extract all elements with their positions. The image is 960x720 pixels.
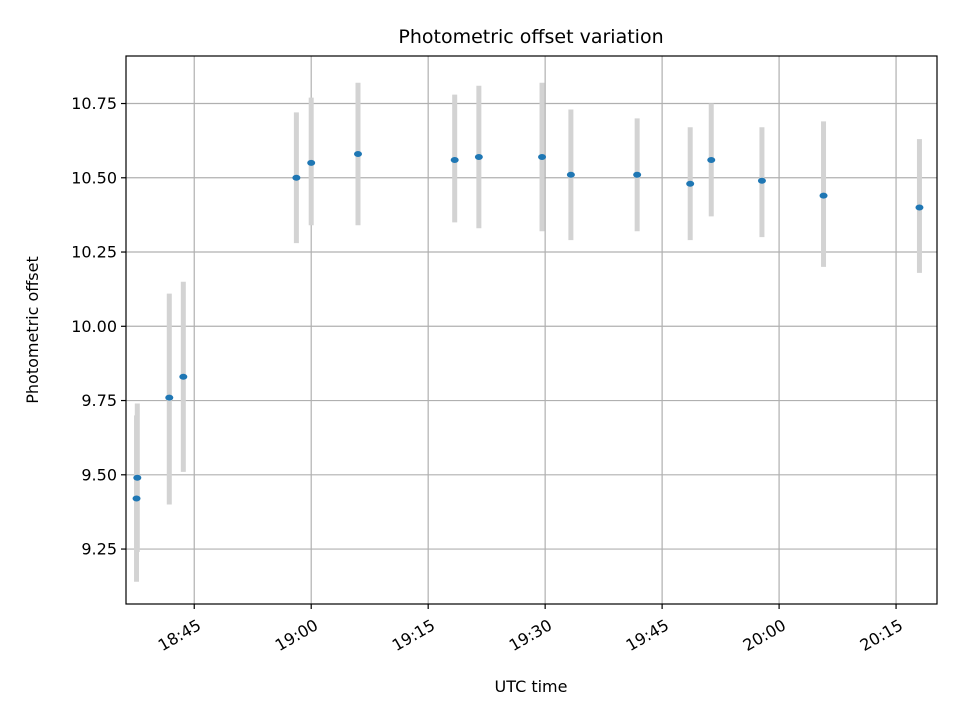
y-tick-label: 9.75	[81, 391, 117, 410]
data-points	[132, 151, 924, 502]
y-tick-label: 9.50	[81, 465, 117, 484]
data-point	[633, 171, 642, 178]
plot-frame	[125, 55, 938, 605]
y-tick-label: 10.75	[71, 94, 117, 113]
data-point	[819, 192, 828, 199]
data-point	[474, 153, 483, 160]
data-point	[707, 156, 716, 163]
y-tick-label: 10.25	[71, 243, 117, 262]
data-point	[450, 156, 459, 163]
data-point	[292, 174, 301, 181]
data-point	[133, 474, 142, 481]
data-point	[757, 177, 766, 184]
grid	[126, 56, 937, 604]
data-point	[915, 204, 924, 211]
data-point	[179, 373, 188, 380]
data-point	[132, 495, 141, 502]
data-point	[307, 159, 316, 166]
y-tick-label: 10.00	[71, 317, 117, 336]
y-tick-label: 10.50	[71, 168, 117, 187]
x-axis-label: UTC time	[495, 677, 568, 696]
data-point	[686, 180, 695, 187]
data-point	[538, 153, 547, 160]
data-point	[165, 394, 174, 401]
chart-title: Photometric offset variation	[398, 26, 663, 48]
data-point	[566, 171, 575, 178]
data-point	[353, 151, 362, 158]
y-tick-label: 9.25	[81, 540, 117, 559]
y-axis-label: Photometric offset	[23, 256, 42, 404]
